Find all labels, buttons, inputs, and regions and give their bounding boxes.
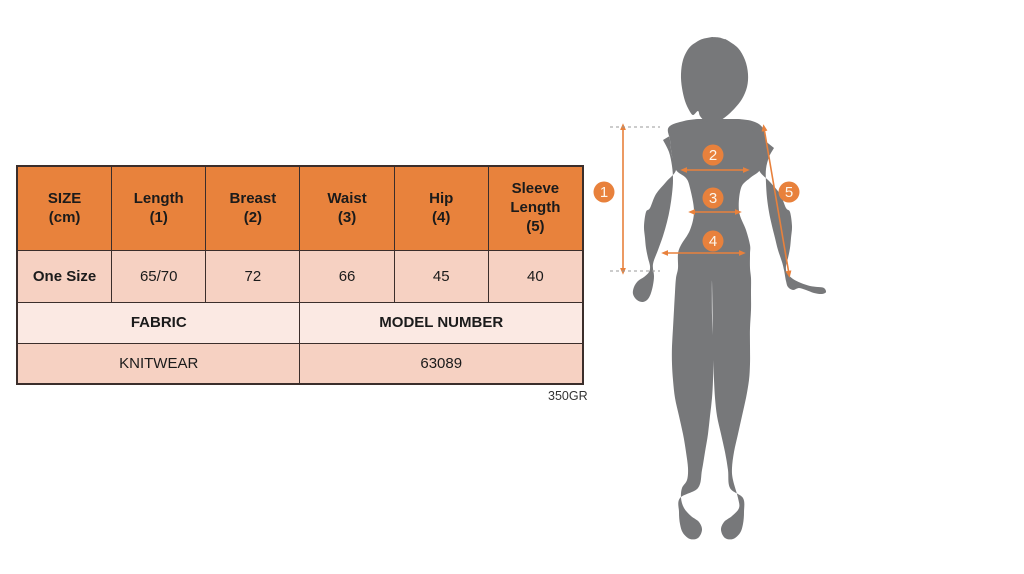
svg-text:4: 4 <box>709 233 717 250</box>
svg-text:5: 5 <box>785 184 793 201</box>
svg-text:2: 2 <box>709 147 717 164</box>
svg-text:1: 1 <box>600 184 608 201</box>
svg-text:3: 3 <box>709 190 717 207</box>
